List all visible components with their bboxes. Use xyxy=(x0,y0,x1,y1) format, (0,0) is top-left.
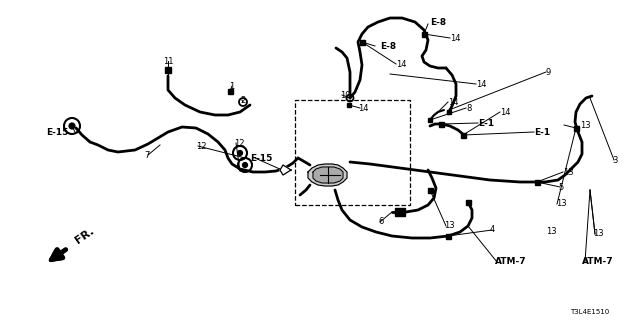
Text: 14: 14 xyxy=(448,98,458,107)
Bar xyxy=(573,125,579,131)
Text: E-15: E-15 xyxy=(46,127,68,137)
Text: 14: 14 xyxy=(450,34,461,43)
Text: 5: 5 xyxy=(558,182,563,191)
Bar xyxy=(422,31,426,36)
Text: 3: 3 xyxy=(612,156,618,164)
Text: 14: 14 xyxy=(476,79,486,89)
Text: ATM-7: ATM-7 xyxy=(495,258,527,267)
Text: E-15: E-15 xyxy=(250,154,273,163)
Text: E-1: E-1 xyxy=(478,118,494,127)
Text: E-8: E-8 xyxy=(430,18,446,27)
Bar xyxy=(438,122,444,126)
Text: 6: 6 xyxy=(378,218,383,227)
Text: E-8: E-8 xyxy=(380,42,396,51)
Polygon shape xyxy=(308,164,347,186)
Bar xyxy=(428,118,432,122)
Text: T3L4E1510: T3L4E1510 xyxy=(570,309,609,315)
Text: 11: 11 xyxy=(163,57,173,66)
Text: 12: 12 xyxy=(196,141,207,150)
Text: E-1: E-1 xyxy=(534,127,550,137)
Bar xyxy=(227,89,232,93)
Text: 4: 4 xyxy=(490,226,495,235)
Bar xyxy=(445,234,451,238)
Text: 14: 14 xyxy=(358,103,369,113)
Text: 13: 13 xyxy=(546,228,557,236)
Bar xyxy=(428,188,433,193)
Text: 9: 9 xyxy=(545,68,550,76)
Text: 12: 12 xyxy=(234,139,244,148)
Text: 8: 8 xyxy=(466,103,472,113)
Text: 13: 13 xyxy=(563,167,573,177)
Bar xyxy=(347,103,351,107)
Text: 13: 13 xyxy=(593,229,604,238)
Bar xyxy=(461,132,465,138)
Polygon shape xyxy=(313,167,343,183)
Text: 13: 13 xyxy=(444,221,454,230)
Text: 13: 13 xyxy=(556,199,566,209)
Text: 14: 14 xyxy=(500,108,511,116)
Bar xyxy=(295,100,410,205)
Bar xyxy=(534,180,540,185)
Text: 10: 10 xyxy=(340,91,351,100)
Bar xyxy=(465,199,470,204)
Text: 13: 13 xyxy=(580,121,591,130)
Text: FR.: FR. xyxy=(73,226,95,246)
Circle shape xyxy=(237,150,243,156)
Bar xyxy=(395,208,405,216)
Circle shape xyxy=(242,162,248,168)
Bar xyxy=(360,39,365,44)
Text: ATM-7: ATM-7 xyxy=(582,258,614,267)
Circle shape xyxy=(68,123,76,130)
Text: 7: 7 xyxy=(144,150,149,159)
Bar xyxy=(165,67,171,73)
Bar xyxy=(447,110,451,114)
Polygon shape xyxy=(280,165,291,175)
Text: 14: 14 xyxy=(396,60,406,68)
Text: 2: 2 xyxy=(240,95,245,105)
Text: 1: 1 xyxy=(229,82,234,91)
